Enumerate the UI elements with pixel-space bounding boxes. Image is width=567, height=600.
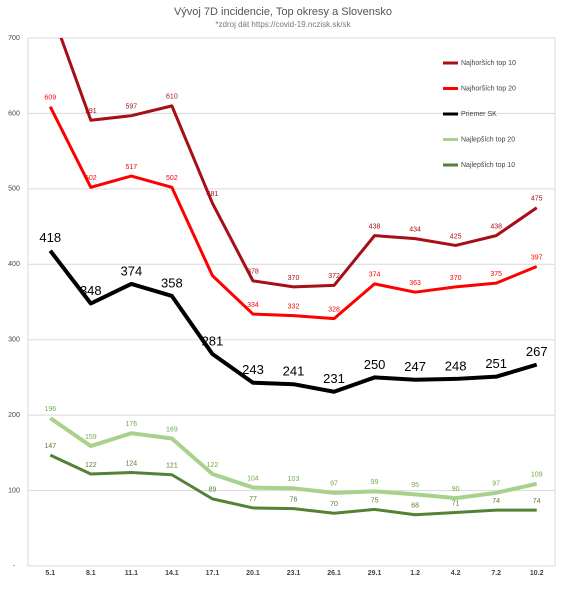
x-tick-label: 26.1 — [327, 570, 341, 577]
x-tick-label: 8.1 — [86, 570, 96, 577]
legend-label: Najlepších top 20 — [461, 136, 515, 143]
data-label: 363 — [409, 280, 421, 287]
data-label: 502 — [85, 175, 97, 182]
data-label: 122 — [85, 462, 97, 469]
y-tick-label: 700 — [8, 35, 20, 42]
x-tick-label: 29.1 — [368, 570, 382, 577]
data-label: 517 — [126, 164, 138, 171]
series-line — [59, 38, 538, 289]
data-label: 332 — [288, 303, 300, 310]
data-label: 97 — [330, 481, 338, 488]
x-tick-label: 20.1 — [246, 570, 260, 577]
legend-label: Priemer SK — [461, 111, 497, 118]
legend-label: Najhorších top 20 — [461, 85, 516, 92]
x-tick-label: 5.1 — [45, 570, 55, 577]
data-label: 475 — [531, 196, 543, 203]
data-label: 434 — [409, 226, 421, 233]
series-line — [49, 453, 537, 517]
data-label: 74 — [533, 498, 541, 505]
data-label: 438 — [490, 223, 502, 230]
data-label: 76 — [290, 497, 298, 504]
y-tick-label: 200 — [8, 412, 20, 419]
data-label: 502 — [166, 175, 178, 182]
data-label: 591 — [85, 108, 97, 115]
data-label: 196 — [44, 406, 56, 413]
data-label: 328 — [328, 306, 340, 313]
data-label: 121 — [166, 463, 178, 470]
legend-label: Najlepších top 10 — [461, 162, 515, 169]
data-label: 425 — [450, 233, 462, 240]
chart-subtitle: *zdroj dát https://covid-19.nczisk.sk/sk — [215, 20, 351, 29]
data-label: 71 — [452, 500, 460, 507]
data-label: 147 — [44, 443, 56, 450]
series-line — [48, 249, 538, 394]
data-label: 77 — [249, 496, 257, 503]
data-label: 267 — [526, 344, 548, 359]
series-line — [48, 105, 538, 321]
y-tick-label: - — [13, 563, 16, 570]
data-label: 122 — [207, 462, 219, 469]
data-label: 159 — [85, 434, 97, 441]
data-label: 609 — [44, 94, 56, 101]
data-label: 103 — [288, 476, 300, 483]
data-label: 370 — [288, 275, 300, 282]
data-label: 378 — [247, 269, 259, 276]
data-label: 241 — [283, 364, 305, 379]
data-label: 358 — [161, 275, 183, 290]
data-label: 124 — [126, 460, 138, 467]
data-label: 247 — [404, 359, 426, 374]
chart-title: Vývoj 7D incidencie, Top okresy a Sloven… — [174, 6, 392, 18]
data-label: 610 — [166, 94, 178, 101]
data-label: 74 — [492, 498, 500, 505]
data-label: 374 — [369, 272, 381, 279]
y-tick-label: 100 — [8, 487, 20, 494]
series-line — [49, 416, 538, 501]
data-label: 97 — [492, 481, 500, 488]
data-label: 243 — [242, 362, 264, 377]
data-label: 95 — [411, 482, 419, 489]
data-label: 438 — [369, 223, 381, 230]
data-label: 70 — [330, 501, 338, 508]
data-label: 374 — [120, 263, 142, 278]
data-label: 375 — [490, 271, 502, 278]
data-label: 104 — [247, 475, 259, 482]
data-label: 397 — [531, 254, 543, 261]
x-tick-label: 10.2 — [530, 570, 544, 577]
data-label: 481 — [207, 191, 219, 198]
x-tick-label: 1.2 — [410, 570, 420, 577]
plot-area: 591 597 610 481 378 370 372 438 434 425 438 475 609 5… — [39, 38, 548, 517]
x-tick-label: 17.1 — [206, 570, 220, 577]
y-tick-label: 300 — [8, 337, 20, 344]
data-label: 90 — [452, 486, 460, 493]
legend-label: Najhorších top 10 — [461, 60, 516, 67]
data-label: 334 — [247, 302, 259, 309]
x-tick-label: 23.1 — [287, 570, 301, 577]
data-label: 348 — [80, 283, 102, 298]
x-tick-label: 11.1 — [125, 570, 138, 577]
data-label: 99 — [371, 479, 379, 486]
data-label: 372 — [328, 273, 340, 280]
data-label: 248 — [445, 358, 467, 373]
data-label: 281 — [202, 333, 224, 348]
data-label: 250 — [364, 357, 386, 372]
x-tick-label: 4.2 — [451, 570, 461, 577]
data-label: 251 — [485, 356, 507, 371]
data-label: 370 — [450, 275, 462, 282]
data-label: 231 — [323, 371, 345, 386]
data-label: 68 — [411, 503, 419, 510]
data-label: 89 — [209, 487, 217, 494]
y-tick-label: 500 — [8, 186, 20, 193]
y-tick-label: 400 — [8, 261, 20, 268]
data-label: 597 — [126, 104, 138, 111]
y-tick-label: 600 — [8, 110, 20, 117]
x-tick-label: 14.1 — [165, 570, 179, 577]
data-label: 418 — [39, 230, 61, 245]
data-label: 169 — [166, 426, 178, 433]
data-label: 176 — [126, 421, 138, 428]
data-label: 75 — [371, 497, 379, 504]
data-label: 109 — [531, 472, 543, 479]
plot-frame — [27, 37, 556, 567]
x-tick-label: 7.2 — [491, 570, 501, 577]
